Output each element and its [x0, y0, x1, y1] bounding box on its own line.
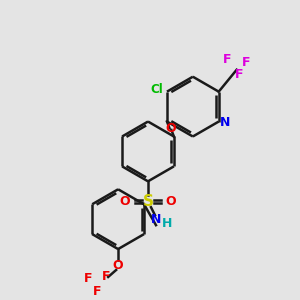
Text: Cl: Cl	[151, 83, 164, 96]
Text: F: F	[234, 68, 243, 81]
Text: F: F	[84, 272, 92, 286]
Text: H: H	[162, 217, 172, 230]
Text: N: N	[151, 213, 161, 226]
Text: O: O	[166, 195, 176, 208]
Text: F: F	[222, 53, 231, 66]
Text: F: F	[102, 271, 110, 284]
Text: O: O	[113, 259, 123, 272]
Text: F: F	[93, 285, 101, 298]
Text: F: F	[242, 56, 251, 69]
Text: O: O	[120, 195, 130, 208]
Text: S: S	[142, 194, 154, 209]
Text: O: O	[165, 122, 176, 134]
Text: N: N	[220, 116, 230, 129]
